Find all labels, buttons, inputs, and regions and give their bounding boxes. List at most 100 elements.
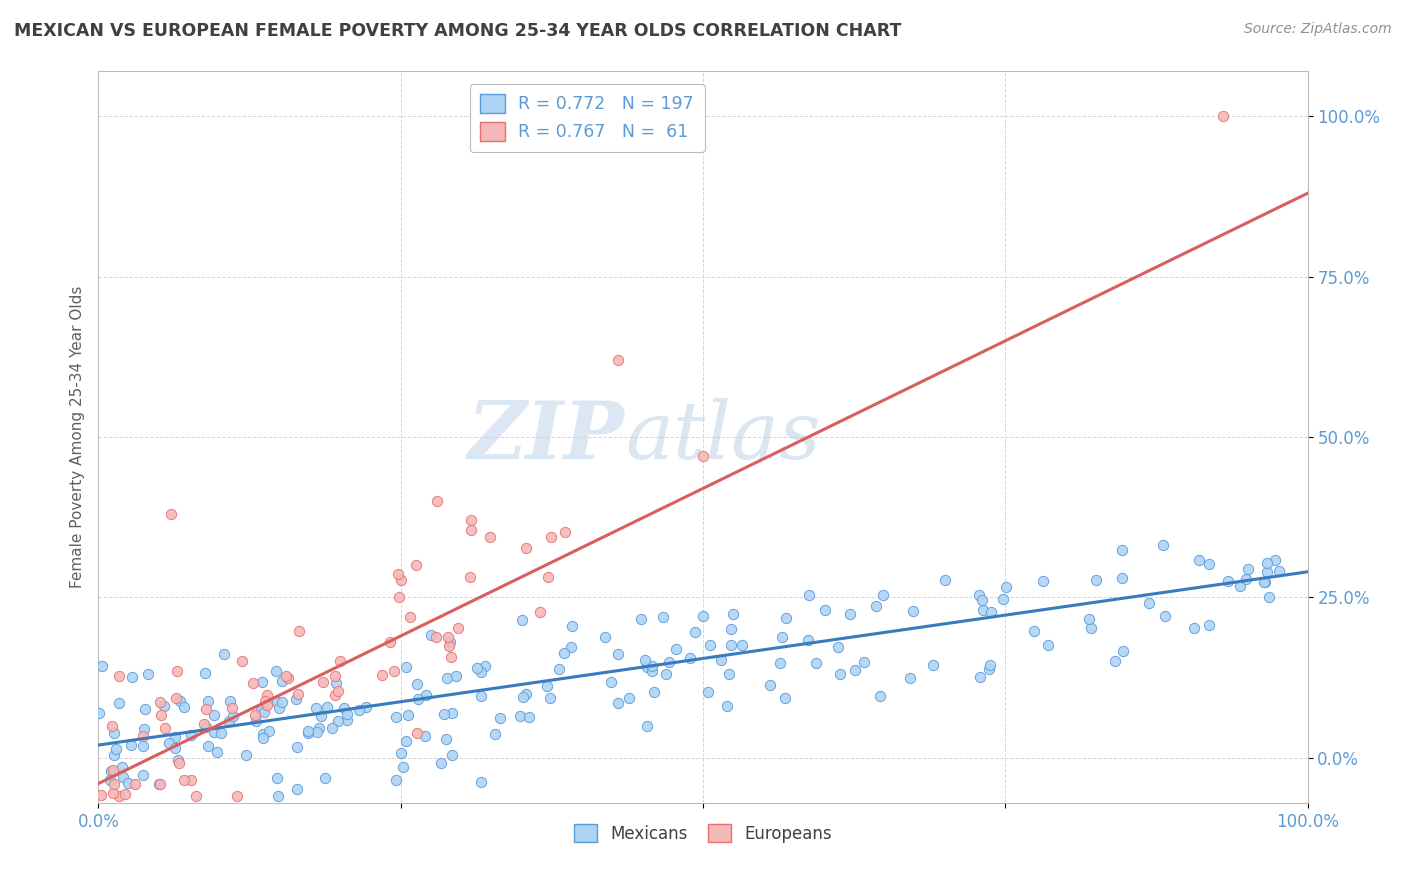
Point bbox=[167, 756, 190, 771]
Point bbox=[253, 694, 276, 708]
Point bbox=[382, 664, 405, 678]
Point bbox=[132, 723, 155, 737]
Point bbox=[132, 739, 155, 753]
Point bbox=[98, 773, 121, 788]
Point bbox=[274, 669, 297, 683]
Point bbox=[515, 541, 537, 555]
Point bbox=[517, 710, 540, 724]
Point bbox=[652, 610, 675, 624]
Point bbox=[430, 756, 453, 771]
Point bbox=[439, 650, 461, 665]
Point bbox=[103, 786, 125, 800]
Point bbox=[221, 700, 243, 714]
Point bbox=[1111, 542, 1133, 557]
Point bbox=[235, 748, 257, 763]
Point bbox=[107, 789, 129, 804]
Point bbox=[540, 530, 562, 544]
Point bbox=[439, 634, 461, 648]
Point bbox=[385, 773, 408, 788]
Point bbox=[398, 609, 420, 624]
Point bbox=[655, 666, 678, 681]
Point bbox=[460, 513, 482, 527]
Point bbox=[1111, 571, 1133, 585]
Point bbox=[197, 694, 219, 708]
Point bbox=[720, 623, 742, 637]
Point bbox=[134, 702, 156, 716]
Point bbox=[869, 689, 891, 703]
Point bbox=[903, 604, 925, 618]
Point bbox=[770, 630, 793, 644]
Point bbox=[510, 613, 533, 627]
Point bbox=[101, 718, 124, 732]
Point bbox=[152, 699, 174, 714]
Point bbox=[111, 760, 134, 774]
Point bbox=[169, 694, 191, 708]
Point bbox=[297, 723, 319, 738]
Point bbox=[288, 624, 311, 639]
Point bbox=[136, 666, 159, 681]
Point bbox=[1198, 618, 1220, 632]
Point bbox=[426, 494, 449, 508]
Point bbox=[193, 717, 215, 731]
Point bbox=[354, 700, 377, 714]
Point bbox=[460, 523, 482, 537]
Point bbox=[710, 653, 733, 667]
Point bbox=[606, 647, 628, 661]
Point bbox=[515, 687, 537, 701]
Point bbox=[132, 768, 155, 782]
Point bbox=[484, 727, 506, 741]
Point bbox=[103, 725, 125, 739]
Point bbox=[328, 683, 350, 698]
Point bbox=[1257, 591, 1279, 605]
Text: Source: ZipAtlas.com: Source: ZipAtlas.com bbox=[1244, 22, 1392, 37]
Point bbox=[1218, 574, 1240, 588]
Point bbox=[163, 740, 186, 755]
Point bbox=[619, 690, 641, 705]
Point bbox=[105, 742, 128, 756]
Point bbox=[257, 723, 280, 738]
Point bbox=[256, 688, 278, 702]
Point bbox=[436, 731, 458, 746]
Point bbox=[813, 603, 835, 617]
Point bbox=[529, 605, 551, 619]
Point bbox=[114, 787, 136, 801]
Point bbox=[264, 665, 287, 679]
Point bbox=[325, 676, 347, 690]
Point bbox=[195, 701, 218, 715]
Point bbox=[969, 670, 991, 684]
Point bbox=[218, 714, 240, 728]
Point bbox=[437, 630, 460, 644]
Point bbox=[406, 677, 429, 691]
Point bbox=[1184, 621, 1206, 635]
Point bbox=[256, 698, 278, 712]
Point bbox=[1112, 644, 1135, 658]
Point bbox=[636, 660, 658, 674]
Point bbox=[207, 745, 229, 759]
Point bbox=[231, 655, 253, 669]
Point bbox=[387, 567, 409, 582]
Point bbox=[392, 760, 415, 774]
Point bbox=[149, 695, 172, 709]
Point bbox=[488, 711, 510, 725]
Point bbox=[90, 788, 112, 802]
Point bbox=[103, 747, 125, 762]
Point bbox=[1229, 579, 1251, 593]
Point bbox=[184, 789, 207, 804]
Point bbox=[643, 684, 665, 698]
Point bbox=[91, 658, 114, 673]
Point bbox=[271, 695, 294, 709]
Point bbox=[314, 771, 336, 785]
Point bbox=[252, 731, 274, 746]
Point bbox=[641, 658, 664, 673]
Point bbox=[287, 687, 309, 701]
Point bbox=[245, 714, 267, 728]
Point bbox=[479, 530, 502, 544]
Point bbox=[593, 631, 616, 645]
Point bbox=[440, 748, 463, 763]
Point bbox=[1268, 564, 1291, 578]
Point bbox=[253, 705, 276, 719]
Point bbox=[202, 725, 225, 739]
Point bbox=[242, 676, 264, 690]
Point bbox=[150, 707, 173, 722]
Point bbox=[433, 706, 456, 721]
